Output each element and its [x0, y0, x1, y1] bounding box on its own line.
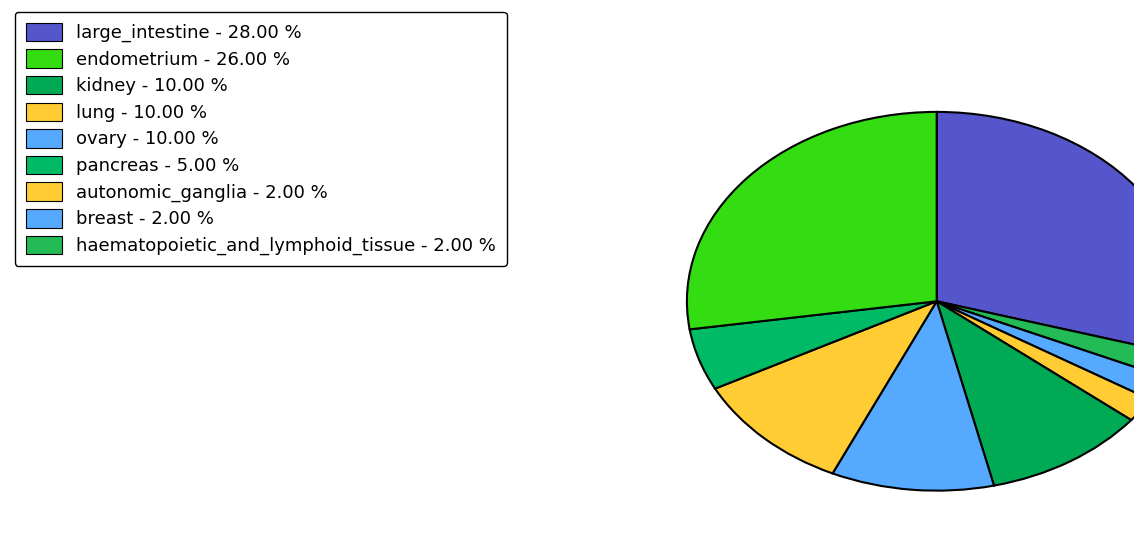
Wedge shape	[937, 301, 1132, 486]
Wedge shape	[937, 301, 1134, 420]
Wedge shape	[716, 301, 937, 473]
Wedge shape	[937, 301, 1134, 377]
Wedge shape	[832, 301, 995, 491]
Legend: large_intestine - 28.00 %, endometrium - 26.00 %, kidney - 10.00 %, lung - 10.00: large_intestine - 28.00 %, endometrium -…	[15, 12, 507, 266]
Wedge shape	[937, 112, 1134, 354]
Wedge shape	[689, 301, 937, 388]
Wedge shape	[687, 112, 937, 329]
Wedge shape	[937, 301, 1134, 400]
